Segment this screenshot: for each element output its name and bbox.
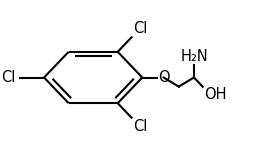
Text: Cl: Cl: [1, 70, 15, 85]
Text: OH: OH: [204, 87, 227, 102]
Text: O: O: [159, 70, 170, 85]
Text: H₂N: H₂N: [181, 49, 208, 64]
Text: Cl: Cl: [133, 21, 147, 36]
Text: Cl: Cl: [133, 119, 147, 134]
